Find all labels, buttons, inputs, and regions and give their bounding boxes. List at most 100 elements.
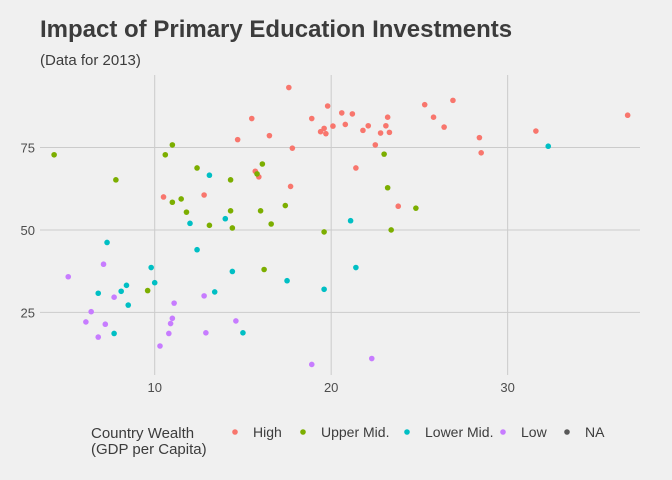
data-point-low [169,315,176,322]
data-point-high [323,130,329,137]
data-point-high [338,110,345,116]
data-point-lower-mid [148,264,154,271]
data-point-lower-mid [321,286,327,293]
legend: Country Wealth (GDP per Capita) High Uppe… [91,424,605,458]
data-point-low [167,320,174,327]
data-point-lower-mid [229,268,236,275]
data-point-lower-mid [104,239,110,246]
legend-label-low: Low [521,424,548,440]
data-point-high [321,125,327,132]
data-point-upper-mid [113,177,119,183]
data-point-lower-mid [187,220,193,227]
data-point-upper-mid [261,266,267,273]
data-point-upper-mid [169,142,176,148]
data-point-high [384,114,391,120]
data-point-low [201,293,207,299]
data-point-low [233,318,239,324]
data-point-high [317,128,324,135]
legend-title-line-2: (GDP per Capita) [91,441,207,458]
data-point-low [88,308,94,315]
data-point-lower-mid [545,143,552,150]
data-point-upper-mid [51,151,57,158]
data-point-low [171,300,177,306]
data-point-upper-mid [229,225,236,231]
data-point-lower-mid [222,215,229,222]
data-point-high [353,165,359,171]
x-tick-label: 10 [147,380,161,395]
data-point-high [476,134,483,141]
data-point-upper-mid [194,165,200,171]
legend-items: High Upper Mid. Lower Mid. Low NA [232,424,605,440]
data-point-upper-mid [268,221,274,227]
chart-subtitle: (Data for 2013) [40,52,141,69]
data-point-upper-mid [144,287,151,294]
data-point-low [65,273,72,280]
data-point-low [157,343,163,349]
data-point-high [286,84,292,91]
data-point-high [160,194,167,200]
data-point-high [441,124,447,130]
data-point-high [234,136,241,143]
data-point-upper-mid [257,208,264,214]
x-tick-label: 20 [324,380,338,395]
data-point-upper-mid [169,199,176,206]
data-point-high [430,114,437,120]
data-point-upper-mid [381,151,387,157]
data-point-low [368,355,375,362]
data-point-high [450,97,456,104]
data-point-upper-mid [259,161,266,167]
data-point-high [360,127,366,134]
data-point-upper-mid [178,196,184,202]
data-point-lower-mid [284,277,290,284]
data-point-lower-mid [151,279,158,286]
data-point-upper-mid [183,209,190,215]
data-point-high [478,150,484,156]
legend-label-na: NA [585,424,605,440]
data-point-high [308,115,315,122]
y-tick-label: 75 [21,141,35,156]
data-point-high [624,112,631,119]
data-point-high [289,145,296,151]
y-tick-label: 50 [21,223,35,238]
data-point-high [248,115,255,122]
data-point-upper-mid [384,184,391,191]
data-point-lower-mid [211,289,218,295]
data-point-low [203,330,209,336]
y-axis-tick-labels: 25 50 75 [21,141,35,321]
legend-key-lower-mid [404,429,410,435]
data-point-low [100,261,107,268]
data-point-upper-mid [254,171,260,177]
data-point-lower-mid [194,246,200,253]
x-tick-label: 30 [500,380,514,395]
data-point-high [365,122,372,129]
data-point-high [201,192,207,198]
data-point-low [111,294,117,300]
data-point-high [330,123,336,129]
data-point-lower-mid [353,264,359,271]
legend-key-high [232,429,238,435]
data-point-low [166,330,172,337]
data-point-high [324,103,331,109]
data-point-high [372,142,379,148]
data-point-upper-mid [227,177,234,183]
data-point-lower-mid [240,330,246,336]
data-point-high [349,111,356,117]
data-point-low [308,361,315,368]
data-point-lower-mid [95,290,102,297]
x-axis-tick-labels: 10 20 30 [147,380,514,395]
data-point-low [95,334,102,340]
legend-label-high: High [253,424,282,440]
data-point-low [83,319,89,325]
data-point-lower-mid [347,217,354,224]
data-point-lower-mid [123,282,130,289]
legend-title-line-1: Country Wealth [91,425,194,442]
data-point-lower-mid [125,302,132,308]
legend-key-na [564,429,570,435]
data-point-upper-mid [388,227,394,233]
data-point-high [421,101,428,108]
data-point-high [377,130,384,136]
data-point-high [395,203,402,210]
legend-label-lower-mid: Lower Mid. [425,424,493,440]
data-point-high [386,129,393,136]
